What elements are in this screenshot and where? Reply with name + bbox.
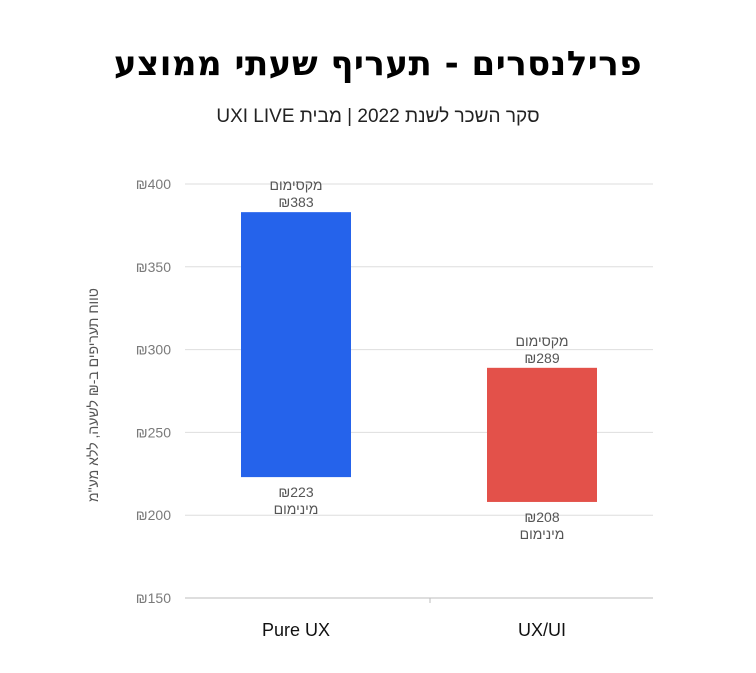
bars bbox=[241, 212, 597, 502]
data-labels: מקסימום₪383₪223מינימוםמקסימום₪289₪208מינ… bbox=[269, 177, 568, 542]
y-tick-label-400: ₪400 bbox=[136, 176, 171, 192]
min-caption-pure-ux: מינימום bbox=[274, 501, 319, 517]
bar-pure-ux bbox=[241, 212, 351, 478]
y-tick-label-150: ₪150 bbox=[136, 590, 171, 606]
max-value-ux-ui: ₪289 bbox=[524, 350, 559, 366]
y-tick-label-350: ₪350 bbox=[136, 259, 171, 275]
max-caption-ux-ui: מקסימום bbox=[515, 333, 568, 349]
y-tick-label-250: ₪250 bbox=[136, 424, 171, 440]
min-value-pure-ux: ₪223 bbox=[278, 484, 313, 500]
category-label-ux-ui: UX/UI bbox=[518, 620, 566, 640]
x-axis-categories: Pure UX UX/UI bbox=[262, 620, 566, 640]
chart-subtitle: סקר השכר לשנת 2022 | מבית UXI LIVE bbox=[216, 106, 540, 127]
category-label-pure-ux: Pure UX bbox=[262, 620, 330, 640]
max-caption-pure-ux: מקסימום bbox=[269, 177, 322, 193]
min-caption-ux-ui: מינימום bbox=[520, 526, 565, 542]
max-value-pure-ux: ₪383 bbox=[278, 194, 313, 210]
min-value-ux-ui: ₪208 bbox=[524, 509, 559, 525]
y-axis-ticks: ₪150 ₪200 ₪250 ₪300 ₪350 ₪400 bbox=[136, 176, 171, 606]
chart-title: פרילנסרים - תעריף שעתי ממוצע bbox=[113, 44, 643, 84]
y-axis-title: טווח תעריפים ב-₪ לשעה, ללא מע"מ bbox=[85, 288, 101, 502]
y-tick-label-200: ₪200 bbox=[136, 507, 171, 523]
bar-ux-ui bbox=[487, 367, 597, 502]
y-tick-label-300: ₪300 bbox=[136, 342, 171, 358]
